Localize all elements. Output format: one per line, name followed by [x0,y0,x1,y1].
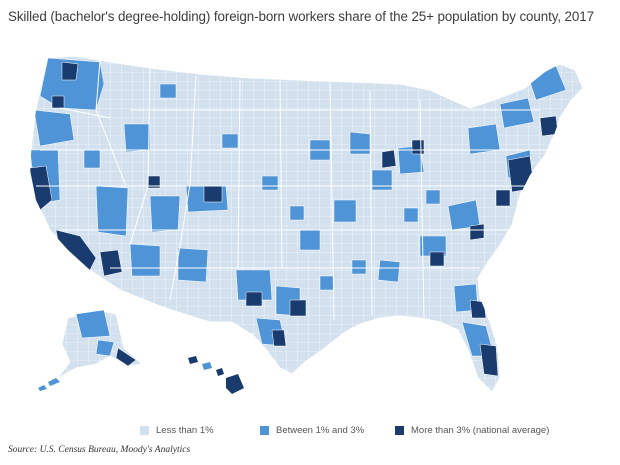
legend-label-mid: Between 1% and 3% [276,424,365,436]
choropleth-map [29,55,584,394]
legend-label-high: More than 3% (national average) [411,424,550,436]
alaska [38,309,143,391]
legend-swatch-high [395,425,404,435]
source-note: Source: U.S. Census Bureau, Moody's Anal… [8,445,191,455]
legend-item-high: More than 3% (national average) [395,422,549,438]
contiguous-us-outline [29,55,584,393]
legend-swatch-mid [260,425,269,435]
legend-swatch-low [140,425,149,435]
legend-label-low: Less than 1% [156,424,214,436]
state-borders [36,59,580,321]
high-tier-counties [30,61,559,377]
legend-item-mid: Between 1% and 3% [260,422,364,438]
map-title: Skilled (bachelor's degree-holding) fore… [8,9,594,24]
hawaii [188,356,244,394]
legend: Less than 1% Between 1% and 3% More than… [140,422,600,438]
contiguous-us [29,55,584,393]
legend-item-low: Less than 1% [140,422,214,438]
